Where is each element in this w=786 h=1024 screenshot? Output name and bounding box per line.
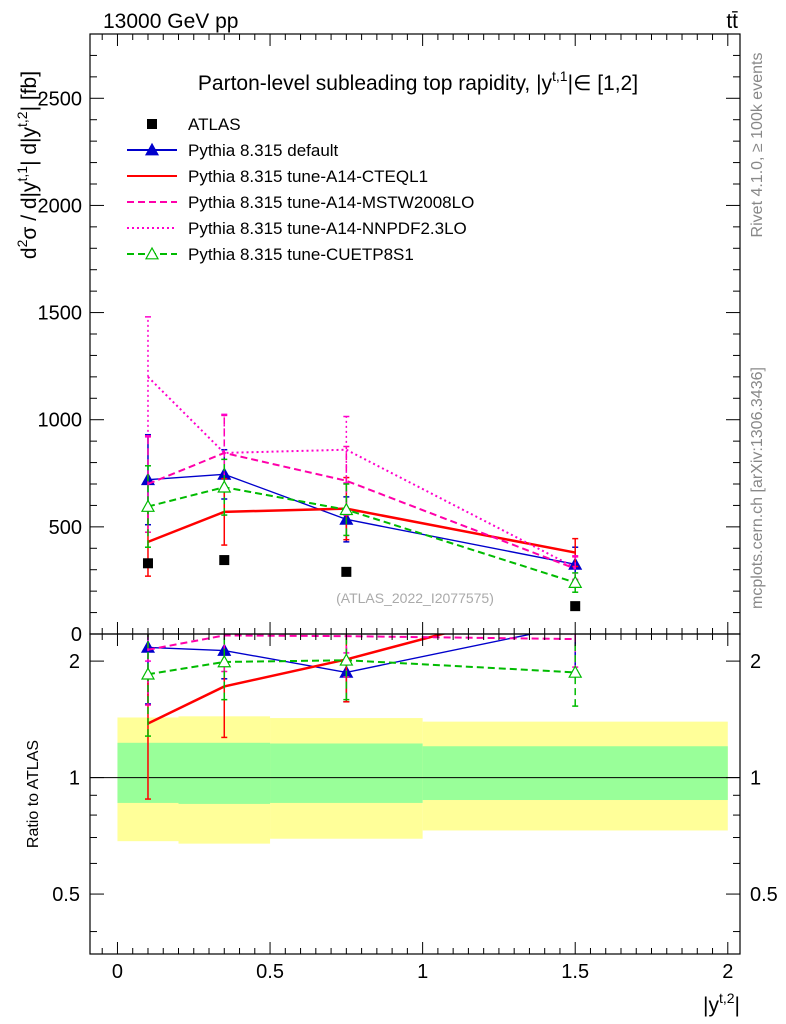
mcplots-label: mcplots.cern.ch [arXiv:1306.3436]	[749, 367, 766, 609]
legend-label: Pythia 8.315 tune-CUETP8S1	[188, 245, 414, 264]
series-marker	[217, 479, 232, 493]
ratio-line	[147, 634, 447, 725]
ratio-marker	[568, 665, 583, 678]
ratio-marker	[339, 653, 354, 666]
atlas-data-point	[142, 558, 153, 569]
ratio-band-green	[422, 746, 728, 801]
energy-label: 13000 GeV pp	[103, 10, 238, 33]
series-line	[147, 473, 576, 566]
ratio-tick-label-left: 2	[69, 651, 80, 673]
ratio-band-green	[270, 743, 423, 803]
legend-label: ATLAS	[188, 115, 241, 134]
ratio-frame	[89, 633, 741, 955]
series-marker	[140, 499, 156, 512]
process-label: tt̄	[726, 10, 738, 33]
chart-title: Parton-level subleading top rapidity, |y…	[198, 68, 638, 95]
legend-label: Pythia 8.315 tune-A14-NNPDF2.3LO	[188, 219, 467, 238]
x-tick-label: 1.5	[561, 961, 589, 983]
series-line	[147, 486, 576, 584]
ratio-line	[147, 659, 576, 676]
ratio-tick-label-left: 1	[69, 768, 80, 790]
ratio-tick-label-right: 1	[750, 768, 761, 790]
y-tick-label: 1500	[38, 303, 83, 325]
rivet-version-label: Rivet 4.1.0, ≥ 100k events	[749, 53, 766, 238]
ratio-tick-label-right: 2	[750, 651, 761, 673]
series-line	[147, 376, 576, 569]
atlas-data-point	[341, 566, 352, 577]
ratio-tick-label-right: 0.5	[750, 884, 778, 906]
y-tick-label: 0	[71, 624, 82, 646]
ratio-marker	[140, 666, 156, 680]
x-axis-label: |yt,2|	[703, 990, 740, 1017]
x-tick-label: 0.5	[256, 961, 284, 983]
series-marker	[339, 502, 354, 516]
y-tick-label: 2500	[38, 88, 83, 110]
main-panel	[140, 316, 583, 612]
x-tick-label: 0	[112, 961, 123, 983]
legend-marker	[144, 246, 160, 260]
atlas-data-point	[570, 601, 581, 612]
series-line	[147, 507, 576, 554]
legend-marker	[144, 142, 160, 156]
y-axis-label: d2σ / d|yt,1| d|yt,2| [fb]	[14, 71, 41, 259]
y-tick-label: 2000	[38, 195, 83, 217]
legend: ATLAS Pythia 8.315 default Pythia 8.315 tu…	[127, 115, 474, 264]
ratio-tick-label-left: 0.5	[52, 884, 80, 906]
atlas-data-point	[219, 555, 230, 566]
analysis-watermark: (ATLAS_2022_I2077575)	[336, 590, 494, 606]
legend-label: Pythia 8.315 default	[188, 141, 339, 160]
series-marker	[568, 575, 583, 588]
ratio-y-axis-label: Ratio to ATLAS	[25, 740, 42, 848]
ratio-panel	[90, 634, 740, 844]
y-tick-label: 500	[49, 517, 82, 539]
y-tick-label: 1000	[38, 410, 83, 432]
legend-label: Pythia 8.315 tune-A14-CTEQL1	[188, 167, 428, 186]
ratio-band-green	[178, 742, 271, 804]
series-line	[147, 451, 576, 570]
legend-marker	[147, 119, 157, 129]
ratio-marker	[217, 654, 232, 668]
legend-label: Pythia 8.315 tune-A14-MSTW2008LO	[188, 193, 474, 212]
x-tick-label: 2	[722, 961, 733, 983]
x-tick-label: 1	[417, 961, 428, 983]
